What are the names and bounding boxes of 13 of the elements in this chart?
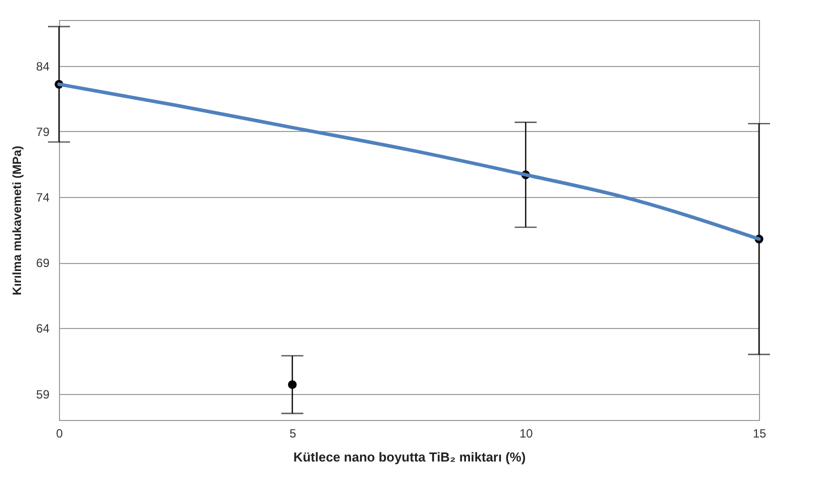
x-axis-title: Kütlece nano boyutta TiB₂ miktarı (%) xyxy=(293,450,526,464)
y-tick-label: 59 xyxy=(36,387,50,402)
y-tick-label: 69 xyxy=(36,256,50,270)
y-tick-label: 64 xyxy=(36,322,50,336)
x-tick-label: 10 xyxy=(519,426,534,440)
y-tick-label: 74 xyxy=(36,190,50,205)
y-tick-label: 84 xyxy=(36,59,50,74)
x-tick-label: 5 xyxy=(289,426,296,440)
x-tick-label: 15 xyxy=(752,426,766,440)
point xyxy=(288,380,297,389)
y-tick-label: 79 xyxy=(36,124,50,139)
x-tick-label: 0 xyxy=(56,426,64,440)
y-axis-title: Kırılma mukavemeti (MPa) xyxy=(10,146,24,296)
